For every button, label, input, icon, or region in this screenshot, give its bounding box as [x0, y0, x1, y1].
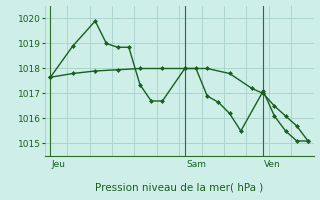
Text: Jeu: Jeu [52, 160, 66, 169]
Text: Ven: Ven [264, 160, 281, 169]
Text: Pression niveau de la mer( hPa ): Pression niveau de la mer( hPa ) [95, 183, 263, 193]
Text: Sam: Sam [186, 160, 206, 169]
